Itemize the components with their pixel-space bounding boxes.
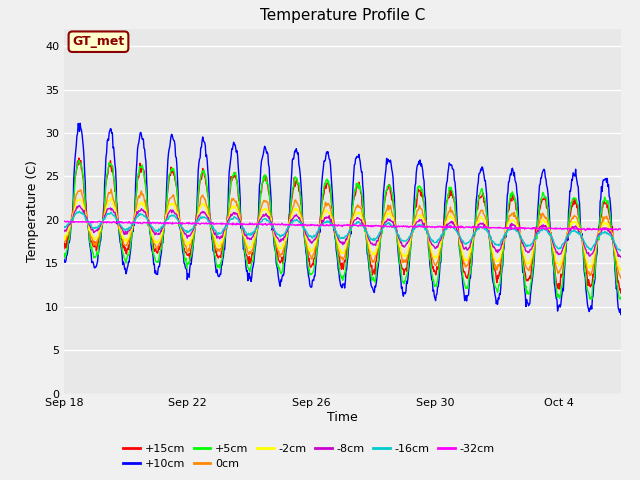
-32cm — [376, 223, 384, 229]
0cm — [192, 223, 200, 229]
+5cm — [192, 222, 200, 228]
Line: -32cm: -32cm — [64, 221, 621, 230]
Line: +15cm: +15cm — [64, 158, 621, 293]
+15cm — [617, 290, 625, 296]
+5cm — [376, 240, 384, 246]
-8cm — [617, 254, 625, 260]
+10cm — [264, 149, 271, 155]
+5cm — [81, 190, 88, 196]
-32cm — [293, 222, 301, 228]
+10cm — [293, 149, 301, 155]
-16cm — [293, 216, 301, 222]
-16cm — [60, 224, 68, 230]
-2cm — [192, 222, 200, 228]
+10cm — [376, 240, 384, 245]
0cm — [60, 239, 68, 245]
+15cm — [81, 193, 88, 199]
-32cm — [81, 219, 88, 225]
0cm — [511, 209, 518, 215]
-16cm — [376, 229, 384, 235]
X-axis label: Time: Time — [327, 411, 358, 424]
+5cm — [617, 294, 625, 300]
+15cm — [264, 180, 271, 186]
Line: +10cm: +10cm — [64, 123, 621, 314]
Y-axis label: Temperature (C): Temperature (C) — [26, 160, 40, 262]
-8cm — [76, 203, 83, 208]
+5cm — [293, 175, 301, 181]
-8cm — [511, 223, 518, 228]
-8cm — [192, 222, 200, 228]
-8cm — [264, 213, 271, 218]
Line: -2cm: -2cm — [64, 198, 621, 271]
+15cm — [60, 246, 68, 252]
-2cm — [264, 207, 271, 213]
Line: 0cm: 0cm — [64, 189, 621, 278]
-32cm — [511, 226, 518, 232]
-2cm — [108, 195, 115, 201]
0cm — [264, 200, 271, 205]
0cm — [293, 200, 301, 206]
-8cm — [293, 213, 301, 219]
+5cm — [511, 195, 518, 201]
Text: GT_met: GT_met — [72, 35, 125, 48]
+10cm — [511, 169, 518, 175]
+15cm — [376, 239, 384, 245]
-16cm — [511, 226, 518, 231]
+5cm — [75, 157, 83, 163]
-2cm — [376, 232, 384, 238]
-16cm — [617, 248, 625, 253]
Title: Temperature Profile C: Temperature Profile C — [260, 9, 425, 24]
-8cm — [60, 228, 68, 234]
-8cm — [81, 212, 88, 217]
+10cm — [617, 312, 625, 317]
-2cm — [80, 205, 88, 211]
-16cm — [264, 217, 271, 223]
-16cm — [81, 213, 88, 218]
Legend: +15cm, +10cm, +5cm, 0cm, -2cm, -8cm, -16cm, -32cm: +15cm, +10cm, +5cm, 0cm, -2cm, -8cm, -16… — [119, 439, 499, 474]
-16cm — [76, 208, 83, 214]
-16cm — [192, 221, 200, 227]
-8cm — [376, 232, 384, 238]
-32cm — [264, 222, 271, 228]
-2cm — [616, 268, 624, 274]
+15cm — [511, 194, 518, 200]
-32cm — [192, 221, 200, 227]
+15cm — [293, 177, 301, 182]
-32cm — [617, 226, 625, 232]
+15cm — [192, 220, 200, 226]
-32cm — [582, 228, 589, 233]
0cm — [80, 200, 88, 206]
0cm — [376, 234, 384, 240]
-2cm — [617, 266, 625, 272]
-2cm — [293, 206, 301, 212]
-2cm — [511, 218, 518, 224]
+10cm — [81, 169, 88, 175]
+10cm — [60, 256, 68, 262]
-32cm — [68, 218, 76, 224]
+10cm — [76, 120, 84, 126]
+10cm — [192, 218, 200, 224]
Line: +5cm: +5cm — [64, 160, 621, 299]
+15cm — [75, 155, 83, 161]
+5cm — [588, 296, 596, 302]
Line: -8cm: -8cm — [64, 205, 621, 257]
-32cm — [60, 218, 68, 224]
-2cm — [60, 233, 68, 239]
Line: -16cm: -16cm — [64, 211, 621, 251]
0cm — [108, 186, 115, 192]
+5cm — [264, 180, 271, 185]
+5cm — [60, 251, 68, 257]
0cm — [617, 275, 625, 281]
